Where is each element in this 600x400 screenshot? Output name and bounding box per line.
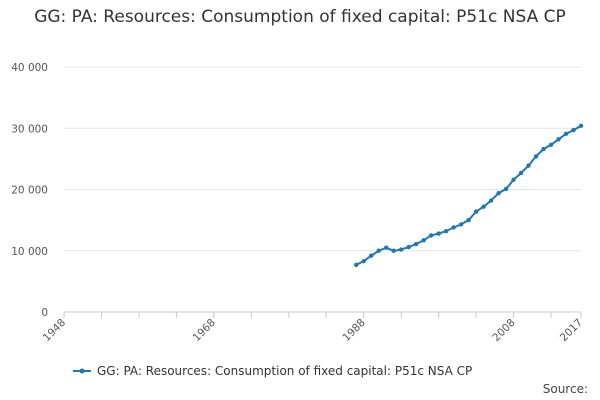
data-point — [511, 177, 516, 182]
data-point — [518, 170, 524, 176]
x-tick-label: 1948 — [41, 317, 68, 344]
data-point — [563, 131, 569, 136]
data-point — [383, 245, 389, 250]
series-line — [355, 124, 582, 266]
data-point — [496, 190, 501, 196]
y-tick-label: 0 — [41, 307, 48, 319]
x-tick-label: 1968 — [191, 317, 218, 344]
y-tick-label: 40 000 — [11, 62, 48, 74]
data-point — [466, 217, 471, 223]
x-tick-label: 2008 — [490, 317, 517, 344]
y-tick-label: 30 000 — [11, 123, 48, 135]
data-point — [451, 225, 456, 230]
data-point — [533, 154, 539, 159]
data-point — [443, 228, 449, 234]
data-point — [541, 146, 546, 152]
data-point — [421, 238, 426, 243]
data-point — [458, 222, 464, 227]
data-point — [526, 163, 531, 168]
data-point — [369, 253, 374, 258]
data-point — [361, 258, 366, 264]
data-point — [406, 244, 411, 250]
data-point — [556, 137, 561, 142]
x-tick-label: 2017 — [558, 317, 585, 344]
y-tick-label: 20 000 — [11, 185, 48, 197]
data-point — [488, 198, 494, 203]
data-point — [481, 204, 486, 209]
chart-title: GG: PA: Resources: Consumption of fixed … — [34, 7, 566, 27]
data-point — [413, 241, 419, 247]
data-point — [473, 209, 479, 214]
x-tick-label: 1988 — [340, 317, 367, 344]
legend-series-label: GG: PA: Resources: Consumption of fixed … — [97, 364, 473, 378]
legend-series-swatch — [73, 368, 91, 374]
data-point — [376, 248, 381, 253]
data-point — [503, 186, 509, 192]
y-tick-label: 10 000 — [11, 246, 48, 258]
legend[interactable]: GG: PA: Resources: Consumption of fixed … — [72, 364, 472, 378]
data-point — [436, 231, 441, 236]
data-point — [548, 142, 554, 147]
source-label: Source: — [542, 382, 588, 396]
data-point — [428, 233, 434, 238]
data-point — [398, 247, 404, 252]
data-point — [578, 123, 584, 128]
data-point — [354, 262, 359, 268]
data-point — [571, 127, 576, 133]
data-point — [391, 248, 396, 253]
